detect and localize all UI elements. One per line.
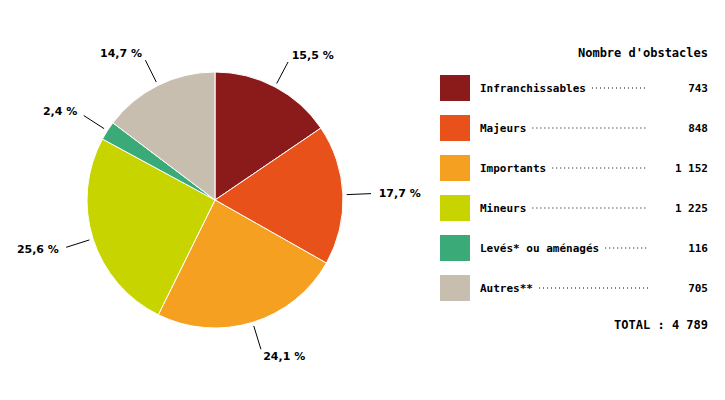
legend-item: Majeurs 848 — [440, 115, 708, 141]
legend-leader — [605, 248, 648, 249]
chart: 15,5 % 17,7 % 24,1 % 25,6 % 2,4 % 14,7 % Nombr… — [0, 0, 725, 400]
legend-count: 116 — [688, 242, 708, 255]
legend-leader — [552, 168, 648, 169]
leader-line — [254, 326, 261, 349]
data-label: 24,1 % — [263, 350, 305, 363]
data-labels: 15,5 % 17,7 % 24,1 % 25,6 % 2,4 % 14,7 % — [17, 47, 421, 363]
legend-swatch — [440, 155, 470, 181]
slice — [113, 72, 215, 200]
slices — [87, 72, 343, 328]
legend-title: Nombre d'obstacles — [578, 46, 708, 60]
legend-leader — [539, 288, 648, 289]
legend: Nombre d'obstacles Infranchissables 743 Maj… — [440, 46, 708, 332]
legend-item: Importants 1 152 — [440, 155, 708, 181]
legend-swatch — [440, 235, 470, 261]
legend-label: Infranchissables — [480, 82, 586, 95]
legend-leader — [532, 128, 648, 129]
legend-swatch — [440, 195, 470, 221]
data-label: 17,7 % — [379, 187, 421, 200]
legend-item: Infranchissables 743 — [440, 75, 708, 101]
pie: 15,5 % 17,7 % 24,1 % 25,6 % 2,4 % 14,7 % — [17, 47, 421, 363]
legend-item: Levés* ou aménagés 116 — [440, 235, 708, 261]
legend-leader — [592, 88, 648, 89]
legend-count: 1 225 — [675, 202, 708, 215]
legend-count: 848 — [688, 122, 708, 135]
legend-item: Autres** 705 — [440, 275, 708, 301]
legend-leader — [532, 208, 648, 209]
leader-line — [145, 60, 156, 82]
leader-line — [347, 193, 371, 195]
legend-label: Levés* ou aménagés — [480, 242, 599, 255]
legend-item: Mineurs 1 225 — [440, 195, 708, 221]
data-label: 15,5 % — [292, 49, 334, 62]
legend-swatch — [440, 115, 470, 141]
legend-count: 743 — [688, 82, 708, 95]
leader-line — [66, 240, 89, 247]
legend-label: Autres** — [480, 282, 533, 295]
legend-count: 705 — [688, 282, 708, 295]
leader-line — [84, 115, 104, 128]
leader-line — [277, 62, 288, 83]
legend-label: Importants — [480, 162, 546, 175]
legend-count: 1 152 — [675, 162, 708, 175]
legend-label: Mineurs — [480, 202, 526, 215]
total-label: TOTAL : 4 789 — [614, 318, 708, 332]
data-label: 25,6 % — [17, 243, 59, 256]
legend-label: Majeurs — [480, 122, 526, 135]
legend-swatch — [440, 75, 470, 101]
legend-swatch — [440, 275, 470, 301]
data-label: 14,7 % — [100, 47, 142, 60]
data-label: 2,4 % — [43, 105, 77, 118]
